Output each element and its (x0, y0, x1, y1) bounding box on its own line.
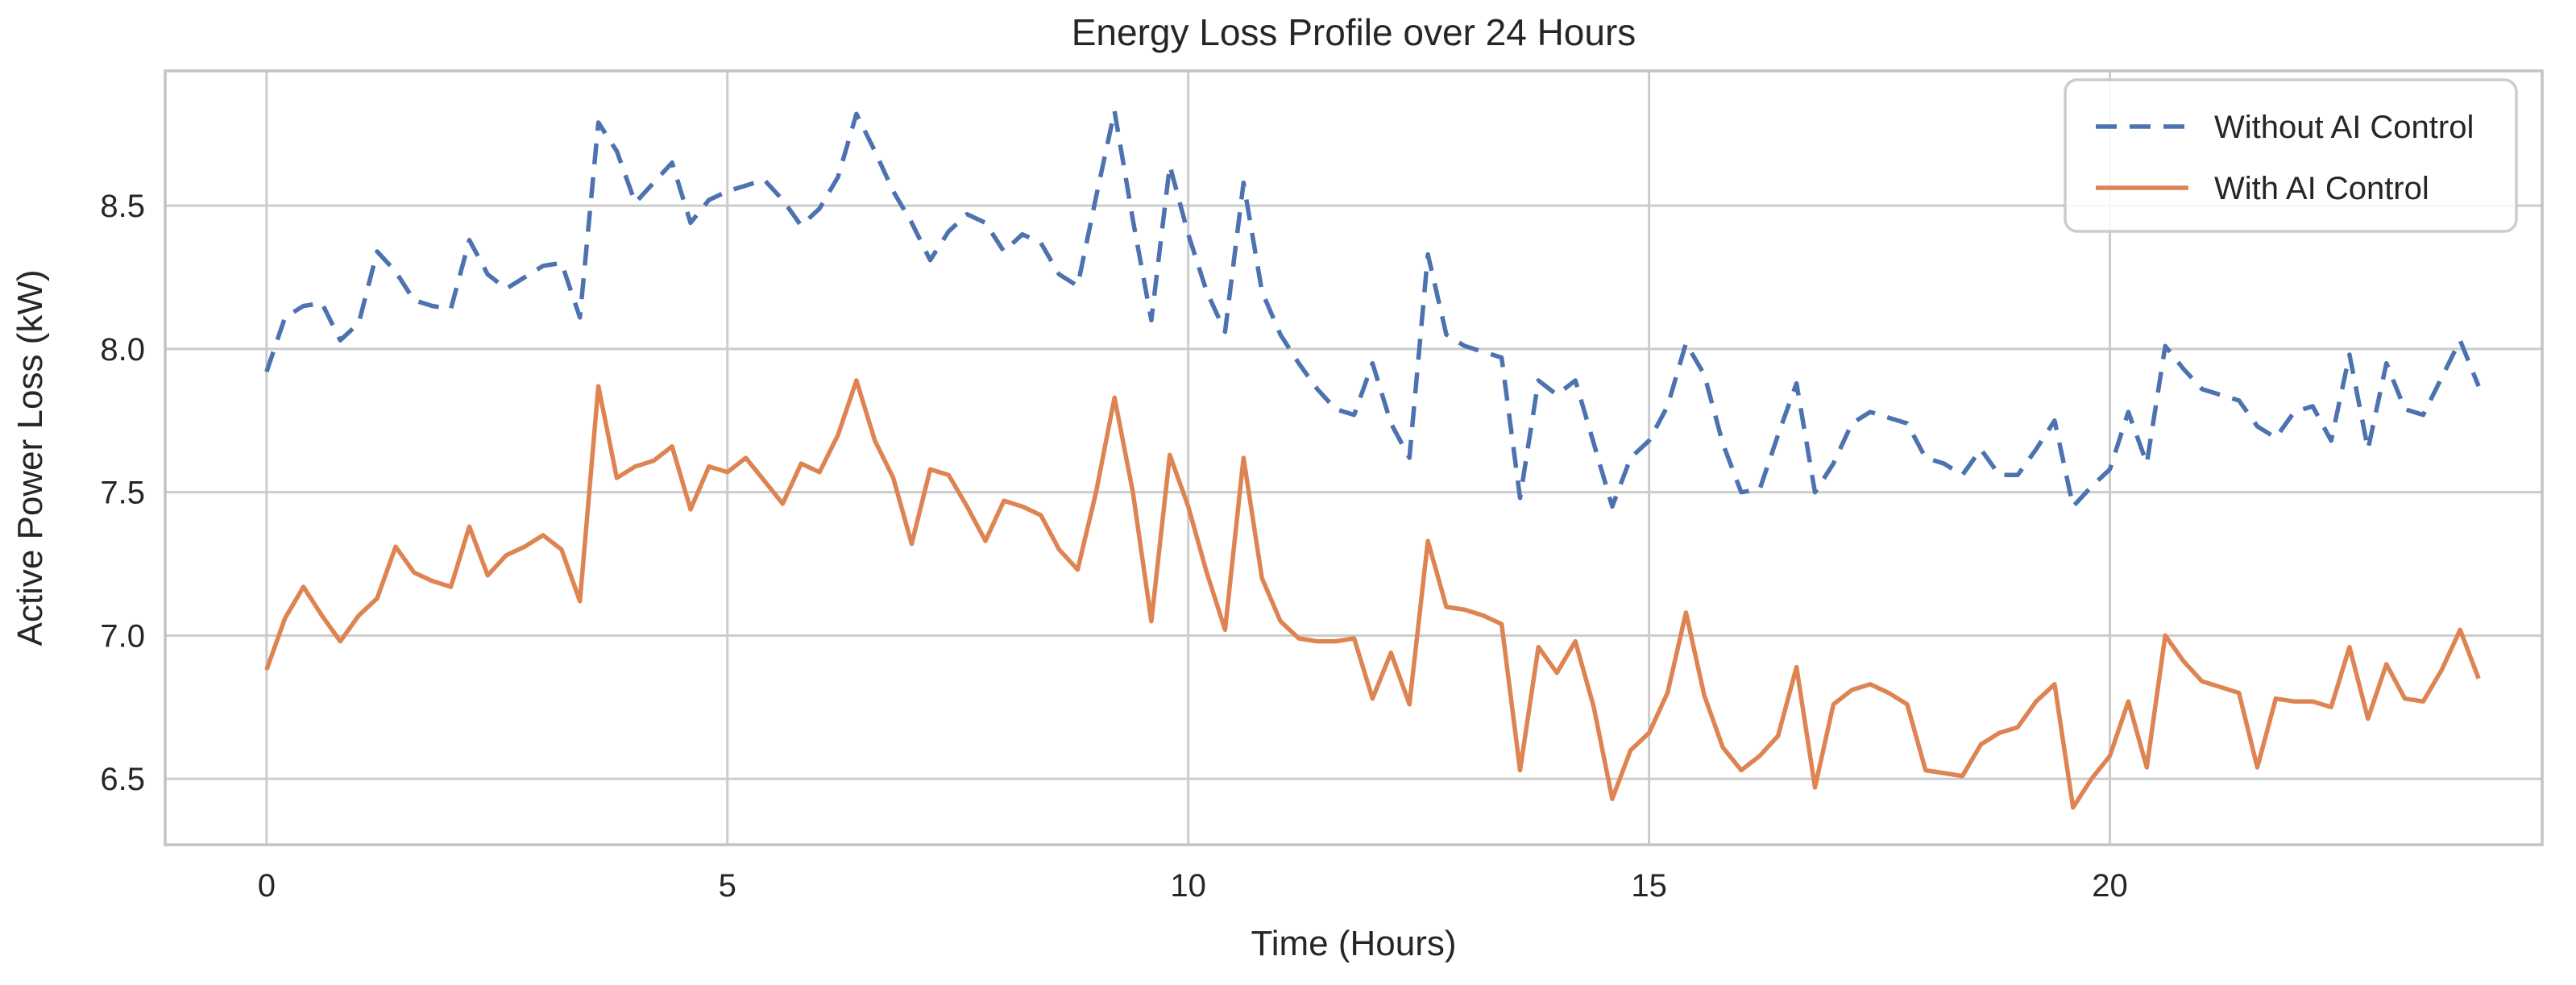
series-layer (264, 109, 2481, 810)
legend: Without AI Control With AI Control (2064, 78, 2518, 233)
legend-box (2064, 78, 2518, 233)
y-tick-labels: 6.5 7.0 7.5 8.0 8.5 (100, 189, 145, 797)
y-tick-label-7.5: 7.5 (100, 476, 145, 511)
y-tick-label-6.5: 6.5 (100, 762, 145, 797)
legend-label-with-ai-control: With AI Control (2214, 171, 2429, 206)
plot-border (164, 69, 2544, 846)
y-tick-label-8.5: 8.5 (100, 189, 145, 224)
chart-title: Energy Loss Profile over 24 Hours (1072, 11, 1636, 53)
y-axis-label: Active Power Loss (kW) (10, 270, 50, 646)
x-tick-label-20: 20 (2092, 868, 2128, 904)
series-line-without-ai-control (264, 109, 2481, 509)
series-line-with-ai-control (264, 378, 2481, 810)
x-axis-label: Time (Hours) (1251, 924, 1456, 963)
y-tick-label-8.0: 8.0 (100, 332, 145, 368)
x-tick-label-0: 0 (258, 868, 276, 904)
x-tick-label-10: 10 (1170, 868, 1206, 904)
legend-label-without-ai-control: Without AI Control (2214, 110, 2474, 145)
x-tick-label-5: 5 (719, 868, 736, 904)
y-tick-label-7.0: 7.0 (100, 618, 145, 654)
x-tick-labels: 0 5 10 15 20 (258, 868, 2128, 904)
x-tick-label-15: 15 (1631, 868, 1667, 904)
